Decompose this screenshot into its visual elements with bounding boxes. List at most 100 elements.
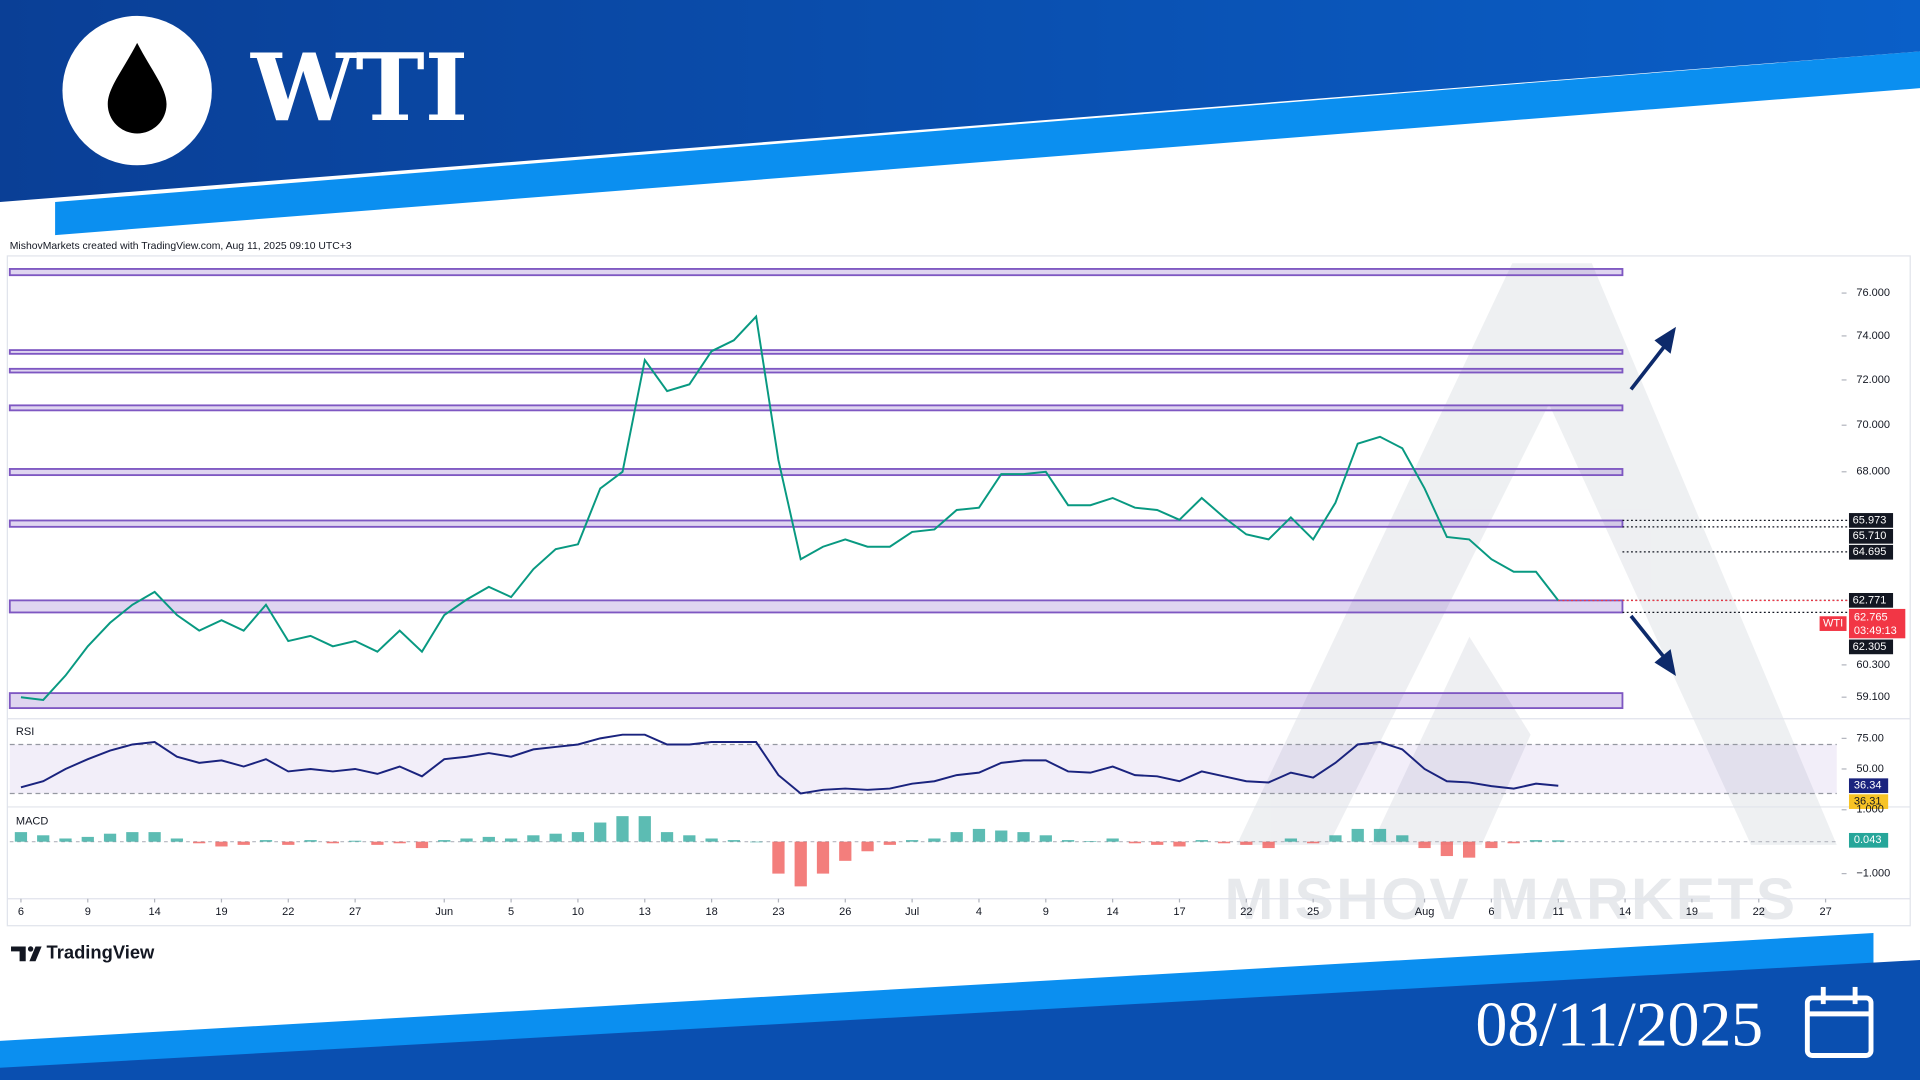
macd-bar [950, 832, 963, 842]
macd-bar [393, 841, 406, 844]
rsi-title: RSI [16, 726, 34, 738]
countdown: 03:49:13 [1854, 625, 1897, 637]
macd-bar [1329, 835, 1342, 842]
price-line [20, 314, 1560, 701]
arrow-down [1629, 614, 1667, 660]
watermark-shape [1236, 263, 1837, 845]
macd-bar [1462, 841, 1476, 858]
macd-bar [839, 841, 852, 861]
header-band [0, 0, 1920, 203]
macd-bar [103, 833, 117, 842]
last-price-tag [1848, 608, 1906, 639]
price-tag [1848, 593, 1894, 608]
x-tick-label: 19 [1686, 906, 1698, 918]
macd-bar [1128, 841, 1142, 844]
price-tag-label: 65.710 [1853, 530, 1887, 542]
zone [8, 367, 1624, 374]
chart: 6 9 14 19 22 27 Jun 5 10 13 18 23 26 Jul 4 9 14 17 22 25 Aug… [8, 268, 1906, 918]
symbol-tag [1819, 616, 1847, 631]
zone [8, 268, 1624, 277]
symbol-label: WTI [1823, 618, 1843, 630]
rsi-line [20, 733, 1559, 795]
x-tick-label: 14 [1107, 906, 1119, 918]
zone [8, 519, 1624, 528]
price-tag [1848, 544, 1894, 560]
macd-bar [638, 816, 651, 842]
macd-tick-label: −1.000 [1856, 868, 1890, 880]
macd-bar [616, 816, 629, 842]
macd-tick-label: 1.000 [1856, 804, 1884, 816]
x-tick-label: 23 [772, 906, 784, 918]
macd-bar [727, 840, 741, 842]
x-tick-label: Aug [1415, 906, 1435, 918]
arrow-up [1629, 344, 1667, 391]
macd-bar [259, 840, 273, 842]
x-tick-label: Jul [905, 906, 919, 918]
macd-bar [1529, 840, 1543, 842]
macd-bar [282, 841, 295, 845]
x-tick-label: 17 [1173, 906, 1185, 918]
brand-text: TradingView [47, 942, 156, 963]
y-tick-label: 70.000 [1856, 419, 1890, 431]
x-tick-label: 27 [1819, 906, 1831, 918]
zone [8, 468, 1624, 477]
rsi-ma-label: 36.31 [1854, 796, 1882, 808]
x-tick-label: 26 [839, 906, 851, 918]
tradingview-logo [11, 946, 42, 962]
x-tick-label: 19 [215, 906, 227, 918]
arrows [1629, 326, 1676, 676]
macd-bar [304, 840, 317, 842]
macd-bar [14, 832, 28, 842]
macd-tag [1848, 832, 1889, 848]
macd-title: MACD [16, 816, 48, 828]
macd-bar [905, 840, 919, 842]
macd-bar [1507, 841, 1520, 844]
macd-bar [438, 840, 451, 842]
x-tick-label: 22 [1240, 906, 1252, 918]
brand-icon [27, 946, 34, 952]
zone [8, 599, 1624, 614]
price-tag [1848, 513, 1894, 528]
macd-bar [1418, 841, 1431, 849]
price-tag-label: 64.695 [1853, 546, 1887, 558]
rsi-tag [1848, 778, 1889, 794]
macd-bar [861, 841, 874, 852]
x-tick-label: 6 [1488, 906, 1494, 918]
y-tick-label: 76.000 [1856, 287, 1890, 299]
macd-bar [37, 835, 50, 842]
x-tick-label: 4 [976, 906, 982, 918]
macd-bar [527, 835, 540, 842]
macd-bar [816, 841, 830, 874]
macd-bar [215, 841, 228, 847]
x-tick-label: 5 [508, 906, 514, 918]
macd-bar [1061, 840, 1075, 842]
macd-bar [81, 836, 94, 842]
macd-bar [683, 835, 696, 842]
calendar-icon [1804, 986, 1874, 1058]
macd-bar [883, 841, 896, 845]
price-tag [1848, 639, 1894, 655]
zone [8, 404, 1624, 412]
x-tick-label: 22 [282, 906, 294, 918]
y-tick-label: 72.000 [1856, 374, 1890, 386]
x-tick-label: 27 [349, 906, 361, 918]
macd-bar [1017, 832, 1030, 842]
macd-bar [415, 841, 429, 849]
macd-bar [148, 832, 161, 842]
macd-bar [1351, 828, 1364, 842]
macd-bar [1106, 838, 1119, 842]
x-tick-label: 10 [572, 906, 584, 918]
macd-bar [1373, 828, 1387, 842]
chart-panel [6, 255, 1911, 927]
footer-band [0, 960, 1920, 1080]
macd-bar [1217, 841, 1231, 844]
x-tick-label: 6 [18, 906, 24, 918]
macd-bar [995, 830, 1008, 842]
macd-bar [571, 832, 585, 842]
header-title: WTI [250, 33, 468, 142]
macd-bar [772, 841, 785, 874]
last-price-label: 62.765 [1854, 611, 1888, 623]
x-tick-label: 14 [1619, 906, 1631, 918]
macd-bar [1173, 841, 1186, 847]
macd-bar [1485, 841, 1498, 849]
